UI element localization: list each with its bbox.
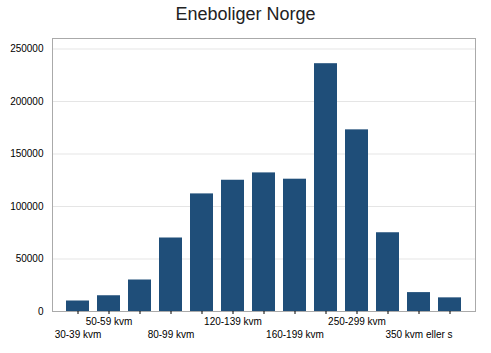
- svg-text:100000: 100000: [10, 201, 44, 212]
- svg-text:160-199 kvm: 160-199 kvm: [266, 329, 324, 340]
- svg-text:250000: 250000: [10, 43, 44, 54]
- html-text:Eneboliger Norge: Eneboliger Norge: [175, 4, 316, 24]
- svg-text:120-139 kvm: 120-139 kvm: [204, 316, 262, 327]
- svg-text:50-59 kvm: 50-59 kvm: [86, 316, 133, 327]
- svg-text:250-299 kvm: 250-299 kvm: [328, 316, 386, 327]
- svg-text:200000: 200000: [10, 96, 44, 107]
- svg-text:80-99 kvm: 80-99 kvm: [148, 329, 195, 340]
- svg-text:350 kvm eller s: 350 kvm eller s: [385, 329, 452, 340]
- svg-text:30-39 kvm: 30-39 kvm: [55, 329, 102, 340]
- svg-text:50000: 50000: [16, 253, 44, 264]
- svg-text:0: 0: [38, 306, 44, 317]
- svg-text:150000: 150000: [10, 148, 44, 159]
